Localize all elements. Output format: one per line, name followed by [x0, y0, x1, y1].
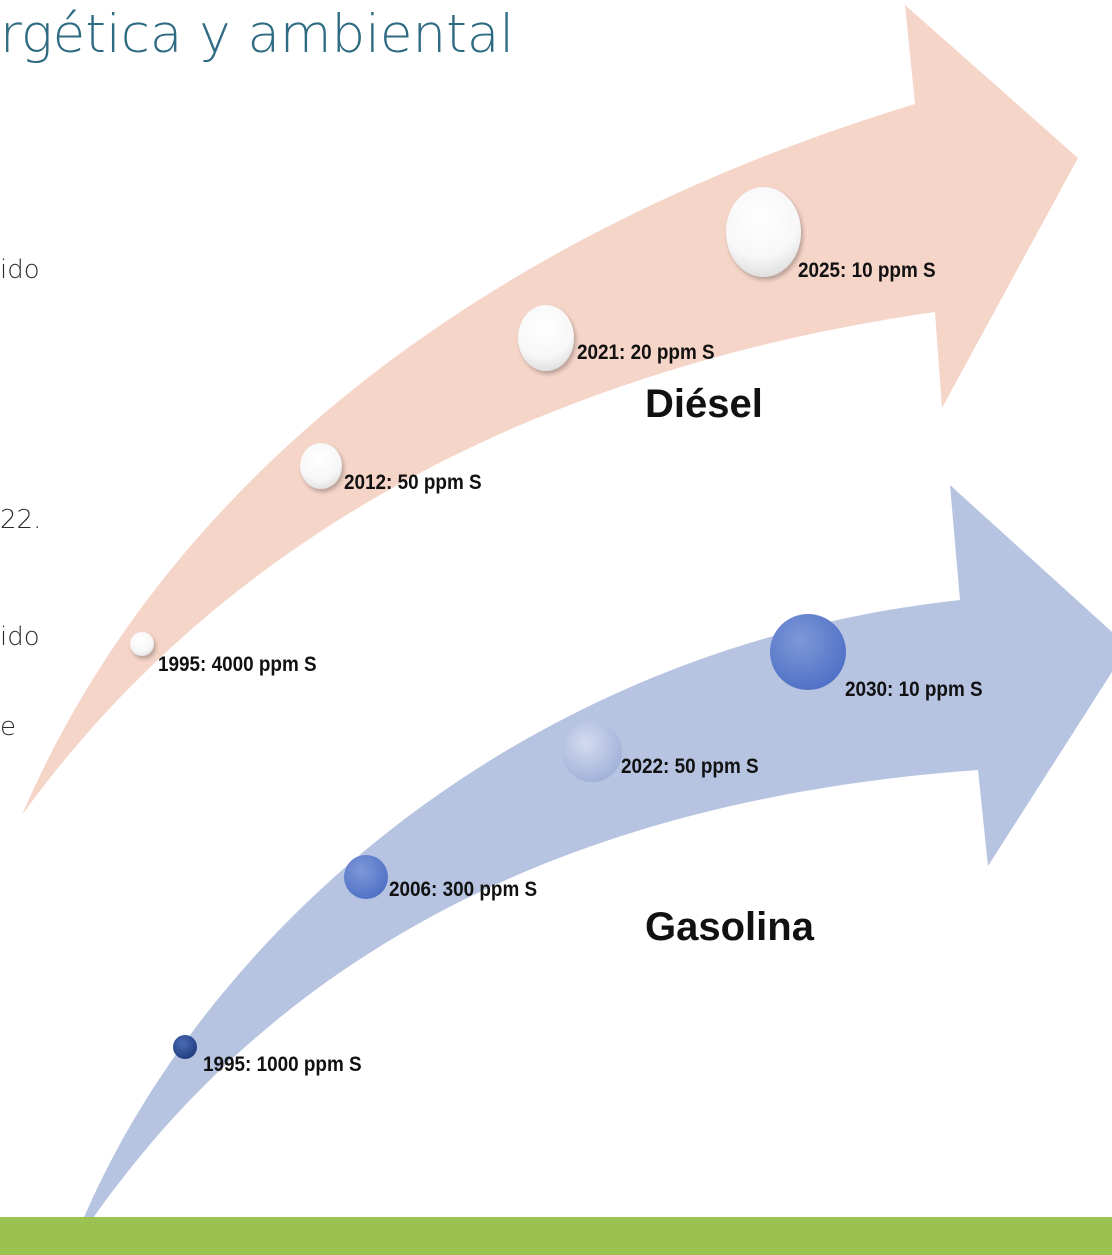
gasolina-title: Gasolina: [645, 905, 814, 949]
gasolina-label-2030: 2030: 10 ppm S: [845, 678, 983, 701]
gasolina-label-1995: 1995: 1000 ppm S: [203, 1053, 362, 1076]
gasolina-label-2022: 2022: 50 ppm S: [621, 755, 759, 778]
diesel-title: Diésel: [645, 382, 763, 426]
diesel-bubble-1995: [130, 632, 154, 656]
diesel-label-2021: 2021: 20 ppm S: [577, 341, 715, 364]
gasolina-bubble-2022: [562, 722, 622, 782]
diesel-label-2025: 2025: 10 ppm S: [798, 259, 936, 282]
diesel-bubble-2012: [300, 443, 342, 489]
gasolina-bubble-2006: [344, 855, 388, 899]
body-text-fragment-3: ido: [0, 622, 40, 652]
body-text-fragment-2: 22.: [0, 505, 42, 535]
page-title: rgética y ambiental: [0, 4, 515, 65]
gasolina-arrow: [70, 485, 1112, 1252]
diesel-label-2012: 2012: 50 ppm S: [344, 471, 482, 494]
gasolina-bubble-2030: [770, 614, 846, 690]
gasolina-bubble-1995: [173, 1035, 197, 1059]
body-text-fragment-1: ido: [0, 255, 40, 285]
gasolina-label-2006: 2006: 300 ppm S: [389, 878, 538, 901]
body-text-fragment-4: e: [0, 712, 16, 742]
diesel-bubble-2025: [726, 187, 801, 277]
diesel-label-1995: 1995: 4000 ppm S: [158, 653, 317, 676]
diesel-bubble-2021: [518, 305, 574, 371]
footer-bar: [0, 1217, 1112, 1255]
diesel-arrow: [22, 5, 1078, 815]
